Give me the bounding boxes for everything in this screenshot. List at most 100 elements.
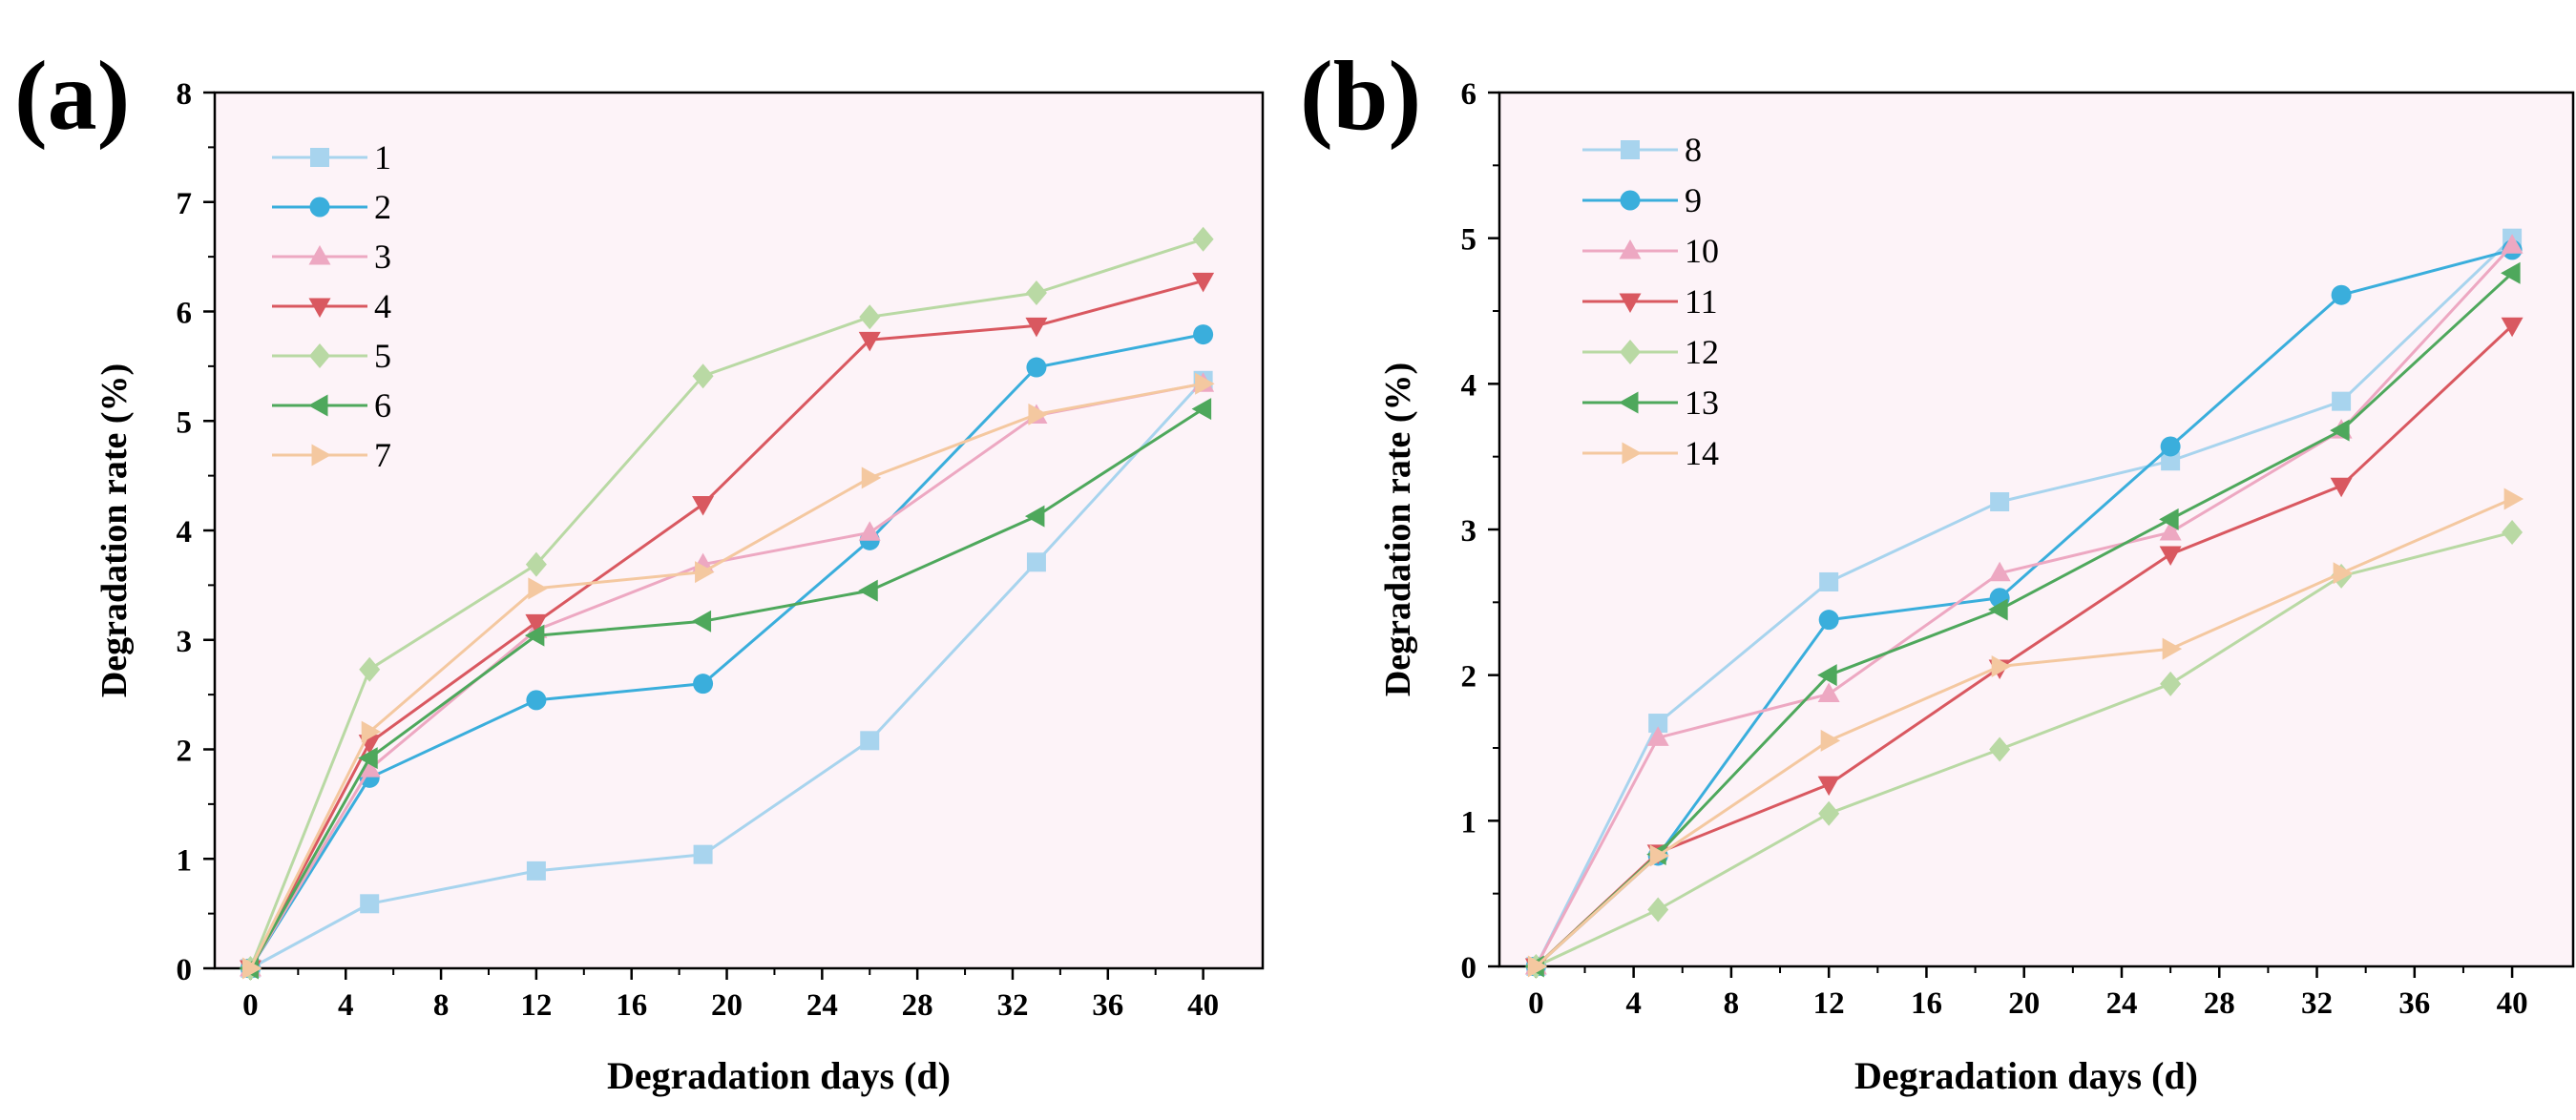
legend-a: 1 2 3 4 5 6 7: [272, 138, 391, 474]
legend-item-1: 1: [272, 138, 391, 176]
y-tick-label: 4: [177, 515, 193, 550]
data-point-11: [2159, 546, 2182, 566]
data-point-12: [2502, 520, 2524, 546]
x-tick-label: 28: [902, 988, 933, 1023]
x-tick-label: 12: [1813, 986, 1845, 1021]
x-tick-label: 40: [2497, 986, 2528, 1021]
y-tick-label: 4: [1461, 368, 1477, 403]
x-tick-label: 4: [338, 988, 354, 1023]
legend-marker-1: [310, 148, 329, 167]
legend-item-14: 14: [1582, 434, 1719, 472]
legend-item-11: 11: [1582, 282, 1718, 321]
legend-item-3: 3: [272, 238, 391, 276]
data-point-13: [2330, 419, 2350, 442]
data-point-10: [1817, 682, 1840, 703]
legend-label: 3: [374, 238, 391, 276]
data-point-14: [1991, 655, 2012, 678]
legend-label: 7: [374, 436, 391, 474]
data-point-7: [241, 957, 262, 980]
x-tick-label: 12: [520, 988, 552, 1023]
data-point-12: [2160, 671, 2182, 696]
data-point-10: [1646, 726, 1669, 746]
x-tick-label: 24: [2105, 986, 2137, 1021]
data-point-3: [358, 757, 381, 778]
data-point-1: [1026, 552, 1046, 572]
series-lines-a: [239, 226, 1215, 981]
data-point-4: [1025, 317, 1048, 338]
legend-label: 1: [374, 138, 391, 176]
x-tick-label: 4: [1625, 986, 1642, 1021]
x-tick-label: 36: [1092, 988, 1123, 1023]
legend-label: 11: [1685, 282, 1718, 321]
series-7: [241, 372, 1215, 980]
plot-area-a: [213, 91, 1265, 970]
data-point-8: [1648, 714, 1668, 734]
x-tick-label: 40: [1187, 988, 1219, 1023]
x-tick-label: 32: [996, 988, 1028, 1023]
data-point-2: [693, 674, 714, 695]
data-point-9: [1818, 610, 1839, 631]
data-point-6: [1191, 398, 1212, 421]
legend-item-6: 6: [272, 386, 391, 425]
legend-item-4: 4: [272, 287, 391, 325]
series-5: [240, 226, 1214, 981]
x-tick-label: 0: [242, 988, 259, 1023]
data-point-2: [1026, 357, 1047, 378]
x-tick-label: 32: [2301, 986, 2333, 1021]
data-point-2: [526, 690, 547, 711]
data-point-1: [360, 894, 380, 914]
data-point-1: [526, 861, 546, 881]
y-tick-label: 5: [1461, 223, 1477, 258]
data-point-14: [1649, 844, 1670, 867]
legend-label: 6: [374, 386, 391, 425]
data-point-8: [2332, 391, 2352, 411]
data-point-14: [2503, 487, 2524, 510]
legend-marker-4: [308, 298, 331, 318]
data-point-7: [1028, 403, 1048, 425]
legend-marker-2: [309, 197, 330, 218]
data-point-6: [358, 747, 378, 770]
data-point-8: [1819, 571, 1839, 591]
legend-label: 10: [1685, 232, 1719, 270]
series-6: [239, 398, 1212, 980]
data-point-5: [359, 656, 381, 682]
legend-marker-9: [1620, 190, 1641, 211]
legend-marker-13: [1619, 391, 1639, 414]
data-point-14: [1820, 729, 1841, 752]
data-point-11: [2501, 317, 2524, 338]
y-tick-label: 1: [177, 843, 193, 878]
data-point-13: [2159, 508, 2179, 530]
data-point-2: [1193, 324, 1214, 345]
data-point-6: [524, 624, 545, 647]
legend-label: 2: [374, 188, 391, 226]
legend-item-13: 13: [1582, 384, 1719, 422]
data-point-7: [861, 467, 882, 489]
data-point-4: [1192, 272, 1215, 293]
y-tick-label: 7: [177, 187, 193, 221]
data-point-12: [1989, 736, 2011, 762]
x-tick-label: 20: [2008, 986, 2040, 1021]
data-point-14: [2333, 562, 2354, 585]
x-tick-label: 36: [2398, 986, 2430, 1021]
data-point-6: [1024, 505, 1045, 528]
plot-area-b: [1497, 91, 2575, 968]
legend-marker-3: [308, 245, 331, 265]
legend-label: 14: [1685, 434, 1719, 472]
y-tick-label: 2: [177, 735, 193, 769]
data-point-14: [2162, 637, 2183, 660]
x-tick-label: 28: [2204, 986, 2235, 1021]
data-point-4: [692, 495, 715, 516]
legend-item-2: 2: [272, 188, 391, 226]
data-point-8: [2161, 451, 2181, 471]
y-tick-label: 2: [1461, 660, 1477, 695]
y-tick-label: 0: [1461, 951, 1477, 985]
y-tick-label: 8: [177, 77, 193, 112]
data-point-1: [860, 731, 880, 751]
x-tick-label: 24: [806, 988, 838, 1023]
data-point-13: [2501, 261, 2521, 284]
legend-b: 8 9 10 11 12 13 14: [1582, 131, 1719, 472]
legend-item-9: 9: [1582, 181, 1702, 219]
data-point-13: [1817, 664, 1837, 687]
